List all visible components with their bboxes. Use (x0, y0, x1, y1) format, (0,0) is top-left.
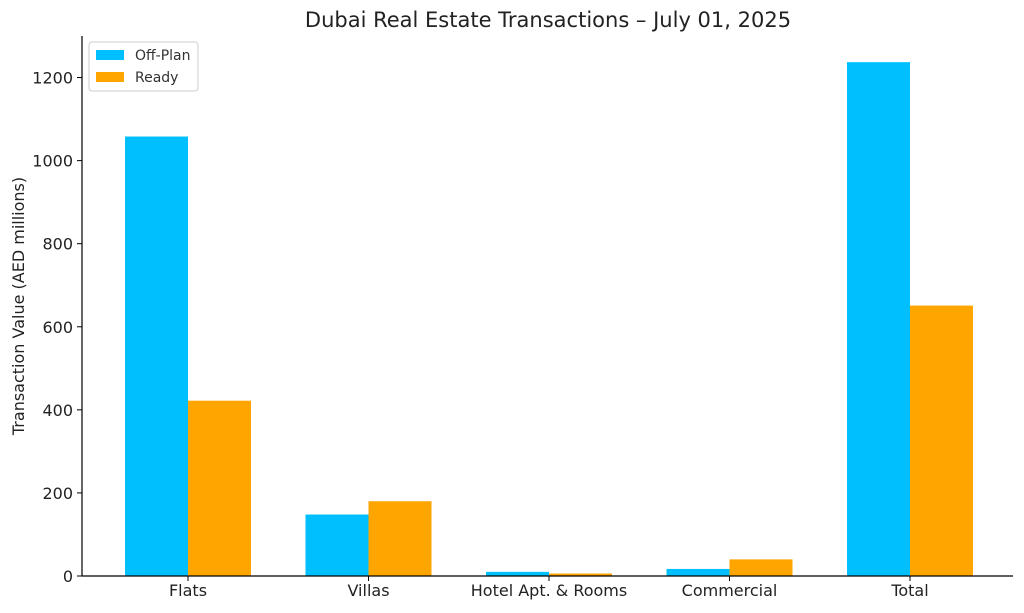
bar-off-plan-4 (847, 62, 910, 576)
bar-off-plan-3 (666, 568, 730, 576)
legend: Off-Plan Ready (88, 41, 199, 92)
y-tick-label: 200 (42, 484, 73, 503)
x-axis-ticks: Flats Villas Hotel Apt. & Rooms Commercial T… (169, 576, 929, 600)
y-tick-label: 800 (42, 235, 73, 254)
bar-ready-1 (368, 501, 432, 576)
y-tick-label: 400 (42, 401, 73, 420)
x-tick-label: Total (890, 581, 928, 600)
bar-off-plan-0 (125, 136, 188, 576)
x-tick-label: Villas (347, 581, 389, 600)
bar-off-plan-2 (486, 571, 549, 576)
chart-title: Dubai Real Estate Transactions – July 01… (305, 8, 791, 32)
x-tick-label: Flats (169, 581, 207, 600)
y-tick-label: 0 (63, 567, 73, 586)
x-tick-label: Hotel Apt. & Rooms (471, 581, 627, 600)
y-axis-label: Transaction Value (AED millions) (9, 177, 28, 436)
legend-swatch (96, 50, 124, 60)
bar-ready-2 (549, 573, 612, 576)
y-tick-label: 1000 (32, 152, 73, 171)
bars (125, 62, 973, 576)
bar-ready-0 (188, 400, 251, 576)
y-axis-ticks: 0 200 400 600 800 1000 1200 (32, 69, 82, 586)
legend-label: Ready (135, 70, 178, 86)
bar-off-plan-1 (305, 514, 369, 576)
bar-ready-4 (910, 305, 973, 576)
legend-label: Off-Plan (135, 48, 191, 64)
legend-swatch (96, 72, 124, 82)
y-tick-label: 1200 (32, 69, 73, 88)
x-tick-label: Commercial (682, 581, 778, 600)
bar-ready-3 (729, 559, 793, 576)
y-tick-label: 600 (42, 318, 73, 337)
